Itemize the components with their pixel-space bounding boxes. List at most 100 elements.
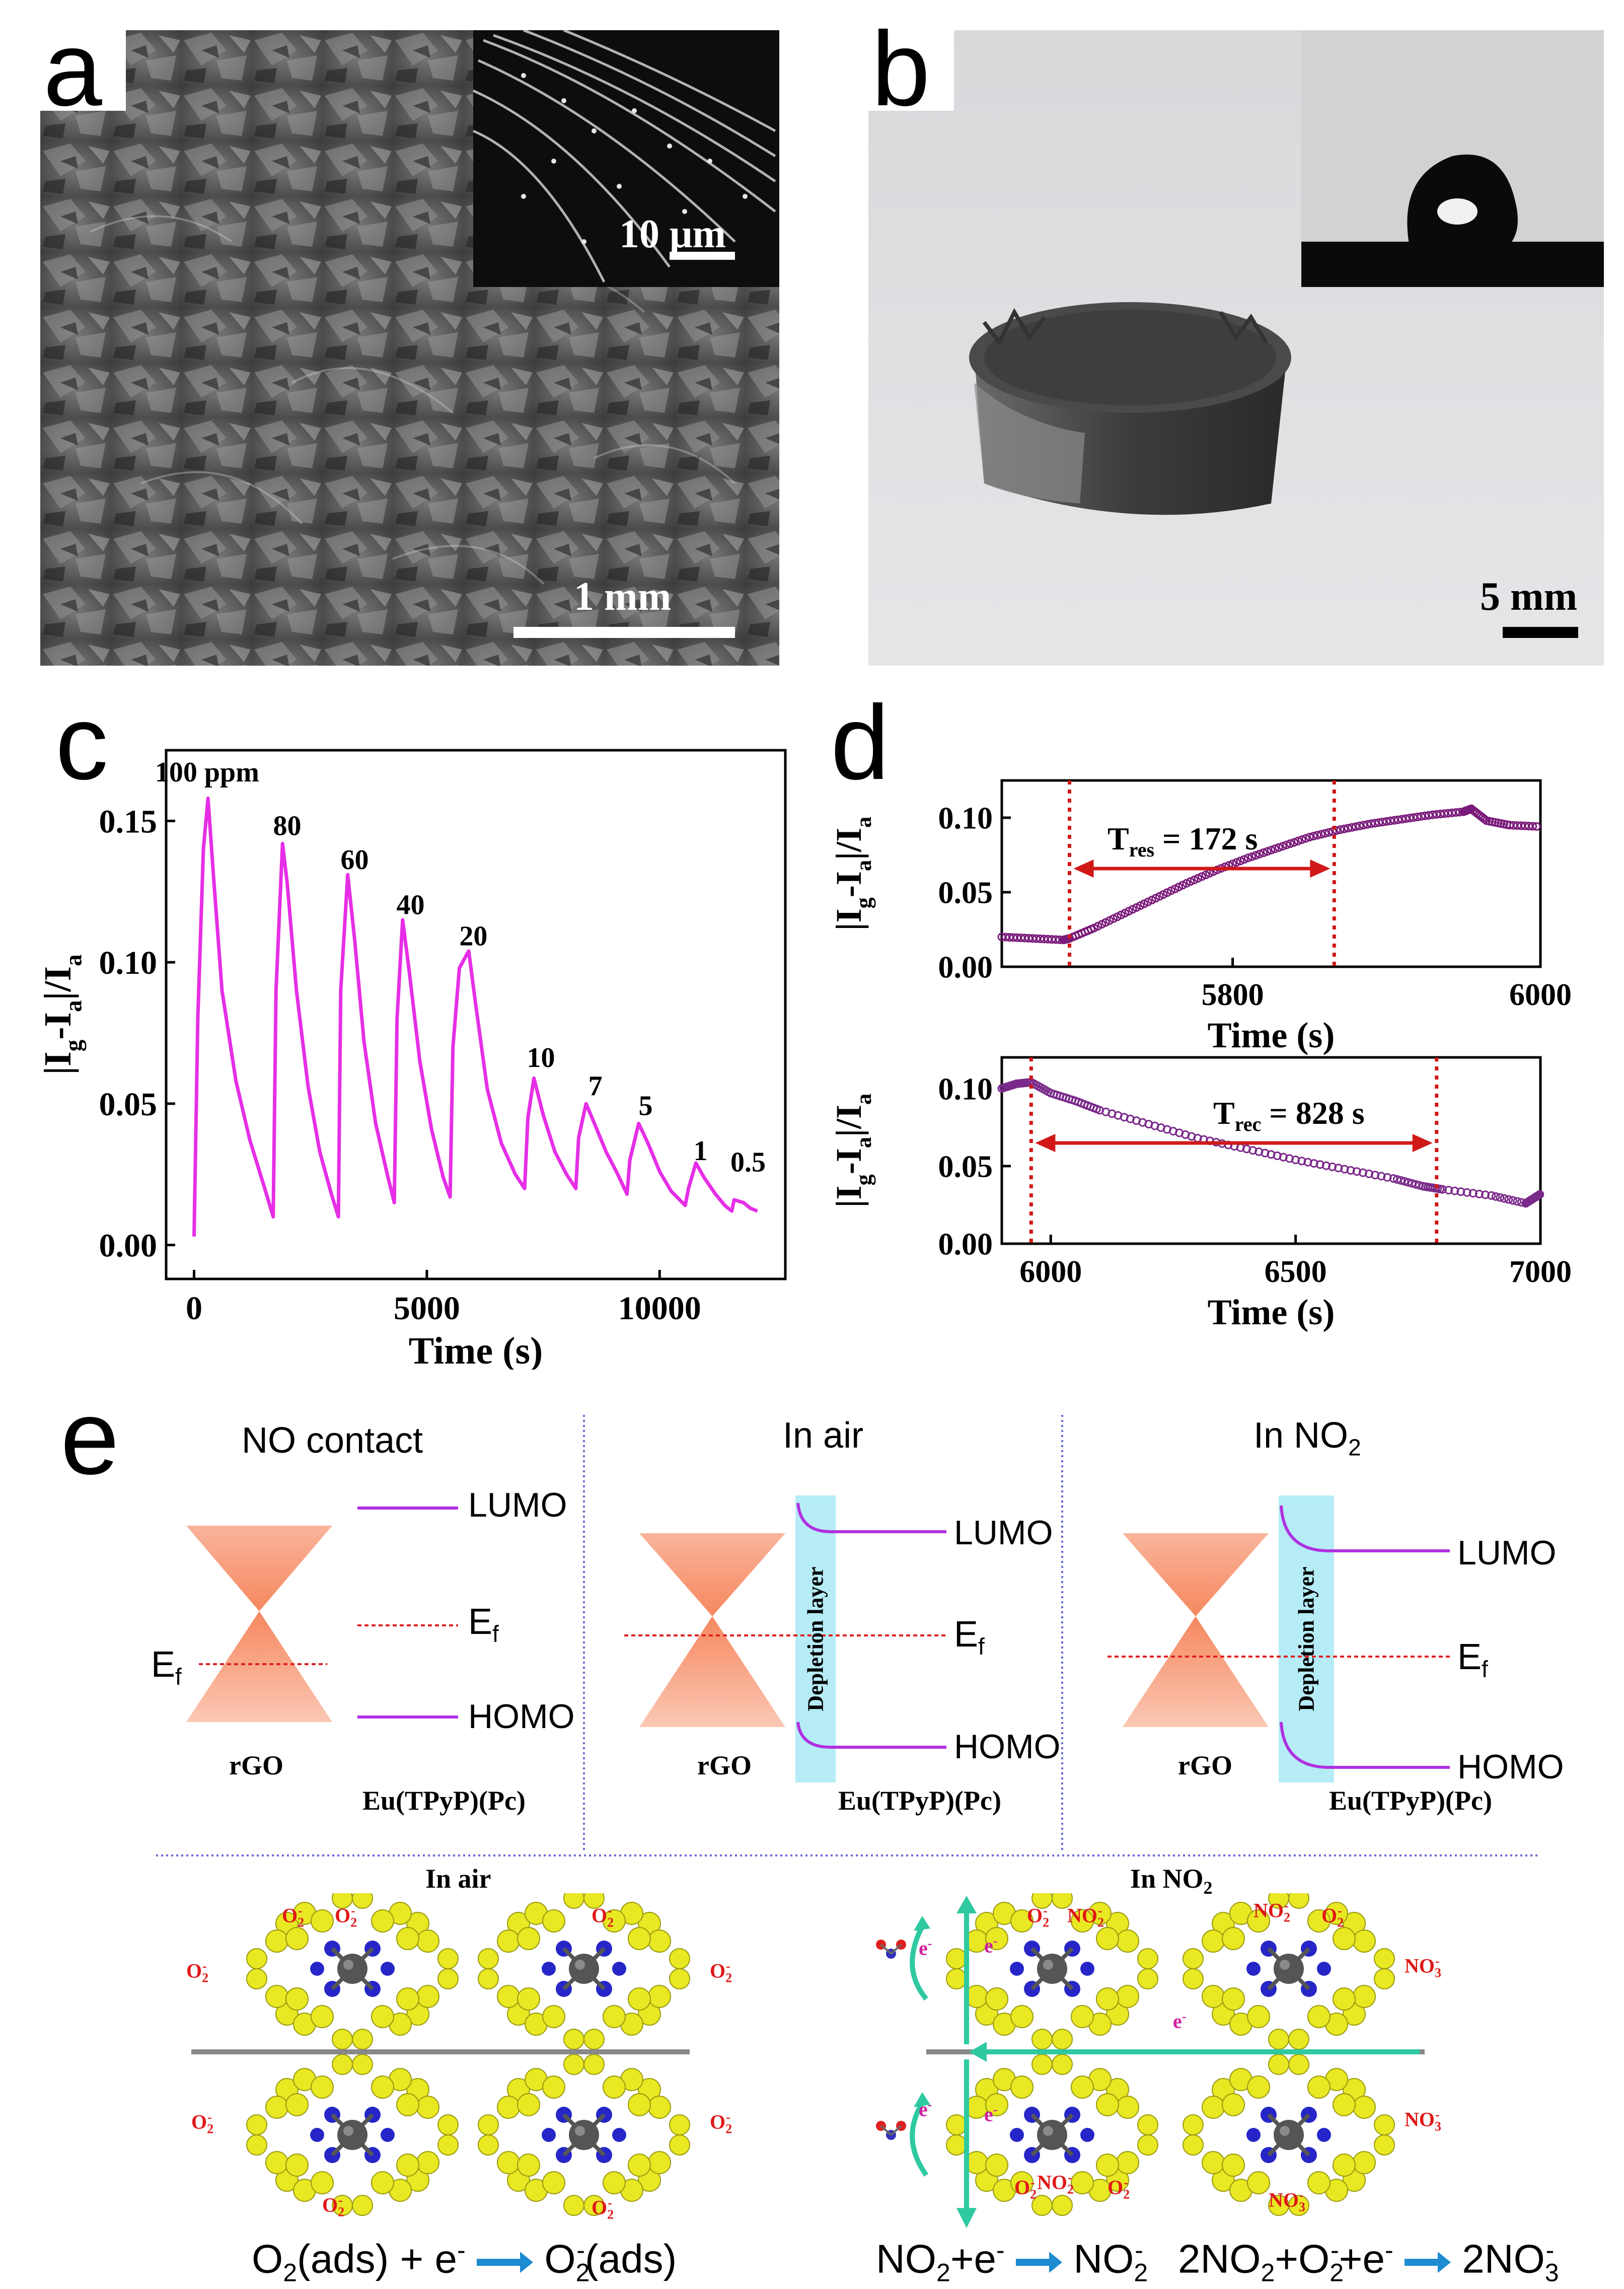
- data-point: [1421, 811, 1430, 820]
- ef-text: E: [954, 1614, 979, 1655]
- data-point: [1351, 822, 1360, 831]
- data-annotation: 80: [273, 810, 301, 841]
- lumo-label-2: LUMO: [954, 1514, 1053, 1552]
- panel-label-a-text: a: [43, 10, 102, 128]
- panel-label-b-text: b: [871, 10, 930, 128]
- y-axis-label-part: |I: [829, 908, 869, 931]
- data-point: [1236, 856, 1245, 866]
- ion-sup: -: [207, 2110, 212, 2124]
- arrow-icon: [1015, 2251, 1062, 2273]
- data-point: [1263, 847, 1272, 856]
- electron-base: e: [919, 1937, 928, 1960]
- x-tick-label: 6500: [1265, 1255, 1327, 1289]
- eq-sub: 2: [1134, 2258, 1148, 2287]
- inset-scale-label: 10 μm: [619, 212, 726, 256]
- ef-sub: f: [1482, 1656, 1488, 1682]
- x-axis-label: Time (s): [1208, 1015, 1335, 1055]
- data-point: [1367, 819, 1376, 828]
- ion-base: O: [186, 1959, 202, 1982]
- data-point: [1251, 851, 1260, 860]
- eq-term: 2NO: [1178, 2236, 1261, 2281]
- x-tick-label: 5800: [1202, 978, 1264, 1012]
- y-axis-label: |Ig-Ia|/Ia: [829, 817, 876, 931]
- x-tick-label: 6000: [1509, 978, 1572, 1012]
- ion-sub: 3: [1435, 2119, 1441, 2134]
- eq-term: (ads) + e: [297, 2236, 457, 2281]
- title-sub: 2: [1203, 1877, 1213, 1898]
- x-axis-label: Time (s): [409, 1330, 543, 1370]
- data-point: [1259, 848, 1268, 857]
- data-point: [1255, 849, 1264, 859]
- eq-sub: 2: [283, 2258, 298, 2287]
- eq-term: +e: [1339, 2236, 1385, 2281]
- ion-sub: 3: [1435, 1965, 1441, 1980]
- y-axis-label: |Ig-Ia|/Ia: [829, 1094, 876, 1208]
- data-point: [1411, 1180, 1420, 1189]
- data-point: [1408, 1179, 1417, 1188]
- ion-label: O2-: [1014, 2175, 1037, 2202]
- arrow-icon: [1404, 2251, 1451, 2273]
- y-tick-label: 0.10: [99, 945, 158, 981]
- ion-sup: -: [1435, 1954, 1440, 1968]
- panel-label-d: d: [831, 683, 890, 802]
- data-point: [1513, 1197, 1522, 1206]
- eq-sup: -: [996, 2236, 1005, 2264]
- electron-label: e-: [1173, 2009, 1186, 2033]
- ion-sub: 2: [207, 2121, 214, 2136]
- y-tick-label: 0.00: [938, 1228, 993, 1262]
- plot-frame: [165, 749, 787, 1280]
- data-point: [1528, 822, 1537, 831]
- equation-no2-2: 2NO2+O2-+e- 2NO3-: [1178, 2236, 1559, 2287]
- annotation-part: T: [1108, 821, 1129, 856]
- mech-air-title: In air: [425, 1864, 491, 1894]
- panel-label-b: [868, 30, 954, 111]
- data-point: [1456, 1187, 1465, 1196]
- ion-sub: 2: [725, 1970, 732, 1985]
- y-axis-label: |Ig-Ia|/Ia: [37, 954, 87, 1075]
- band-in-air: [624, 1495, 946, 1782]
- data-point: [1332, 826, 1341, 835]
- y-tick-label: 0.00: [99, 1228, 158, 1264]
- data-point: [1405, 814, 1414, 823]
- ion-label: O2-: [282, 1903, 304, 1930]
- y-axis-label-part: a: [60, 954, 87, 966]
- band-title-1: NO contact: [242, 1420, 423, 1461]
- annotation-part: res: [1129, 838, 1154, 861]
- data-point: [1468, 1189, 1478, 1198]
- eq-term: +O: [1275, 2236, 1330, 2281]
- ion-sub: 2: [1337, 1915, 1344, 1930]
- plot-frame: [1000, 1056, 1542, 1245]
- eq-term: O: [544, 2236, 576, 2281]
- eq-term: +e: [950, 2236, 997, 2281]
- data-point: [1305, 832, 1314, 841]
- annotation-part: = 828 s: [1261, 1095, 1364, 1131]
- data-point: [1444, 1186, 1453, 1195]
- ion-base: NO: [1405, 2108, 1435, 2131]
- depletion-label-3: Depletion layer: [1294, 1566, 1319, 1711]
- data-point: [1487, 1191, 1496, 1200]
- data-annotation: 5: [639, 1090, 653, 1121]
- arrow-head: [1035, 1134, 1056, 1152]
- equation-no2-1: NO2+e- NO2-: [876, 2236, 1148, 2287]
- ef-sub: f: [175, 1663, 182, 1690]
- ion-sup: -: [1338, 1903, 1342, 1918]
- y-axis-label-part: -I: [37, 1012, 79, 1040]
- title-text: In NO: [1130, 1864, 1204, 1894]
- y-axis-label-part: g: [60, 1039, 87, 1051]
- y-tick-label: 0.05: [938, 1150, 993, 1184]
- photo-image: [868, 30, 1604, 666]
- ion-label: O2-: [191, 2110, 214, 2136]
- data-point: [1397, 815, 1407, 824]
- ion-sup: -: [608, 2195, 612, 2210]
- ion-sub: 2: [725, 2121, 732, 2136]
- electron-base: e: [984, 2103, 993, 2126]
- data-point: [1370, 819, 1379, 828]
- electron-base: e: [919, 2098, 928, 2121]
- ion-base: NO: [1037, 2171, 1067, 2194]
- data-point: [1390, 816, 1399, 825]
- ion-sub: 2: [607, 1915, 614, 1930]
- ion-base: O: [592, 2196, 608, 2219]
- y-axis-label-part: |/I: [829, 1105, 869, 1137]
- ion-sup: -: [608, 1903, 612, 1918]
